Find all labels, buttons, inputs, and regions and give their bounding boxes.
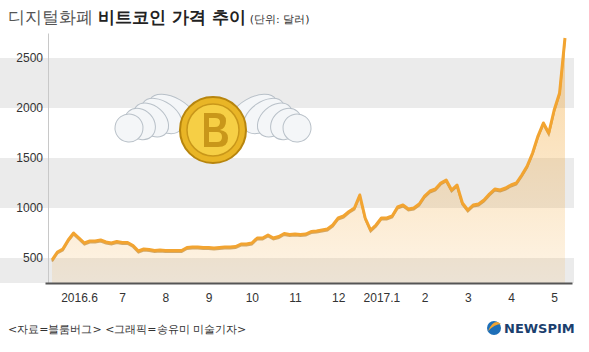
grid-band [0, 33, 574, 58]
x-axis-line [46, 283, 573, 285]
unit-note: (단위: 달러) [250, 13, 310, 26]
grid [0, 33, 574, 283]
x-tick-label: 9 [206, 291, 213, 305]
x-tick-label: 2 [422, 291, 429, 305]
coin-symbol [204, 113, 228, 147]
price-area [52, 38, 565, 283]
x-tick-label: 2016.6 [61, 291, 98, 305]
coin-illustration [109, 87, 316, 163]
x-tick: 8 [163, 283, 170, 305]
y-tick-label: 500 [23, 251, 43, 265]
x-tick-label: 12 [332, 291, 346, 305]
coin-inner [187, 104, 239, 156]
x-tick: 12 [332, 283, 346, 305]
price-line-shadow [52, 40, 565, 262]
x-tick: 5 [551, 283, 558, 305]
x-tick-label: 3 [465, 291, 472, 305]
x-tick-label: 4 [508, 291, 515, 305]
y-tick: 2000 [16, 101, 48, 115]
x-tick-label: 10 [246, 291, 260, 305]
x-tick: 10 [246, 283, 260, 305]
y-tick: 1000 [16, 201, 48, 215]
x-tick: 2016.6 [61, 283, 98, 305]
y-tick-label: 1000 [16, 201, 43, 215]
credit: <그래픽=송유미 미술기자> [105, 323, 246, 336]
chart: 500 1000 1500 2000 2500 2016.6 7 8 9 10 11 12 2017.1… [0, 0, 589, 352]
wing-feather [277, 108, 316, 147]
y-tick: 500 [23, 251, 48, 265]
x-tick-label: 8 [163, 291, 170, 305]
source: <자료=블룸버그> [8, 323, 102, 336]
y-tick-label: 2500 [16, 51, 43, 65]
y-tick-label: 1500 [16, 151, 43, 165]
coin [180, 97, 246, 163]
x-tick: 11 [289, 283, 302, 305]
x-tick-label: 2017.1 [364, 291, 401, 305]
y-axis-line [48, 34, 49, 284]
x-tick: 3 [465, 283, 472, 305]
x-tick: 9 [206, 283, 213, 305]
x-tick: 2017.1 [364, 283, 401, 305]
x-axis: 2016.6 7 8 9 10 11 12 2017.1 2 3 4 5 [46, 283, 573, 305]
x-tick: 4 [508, 283, 515, 305]
x-tick-label: 11 [289, 291, 302, 305]
x-tick-label: 7 [119, 291, 126, 305]
y-tick-label: 2000 [16, 101, 43, 115]
footer: <자료=블룸버그> <그래픽=송유미 미술기자> [8, 323, 246, 336]
wing-feather [109, 108, 148, 147]
logo: NEWSPIM [504, 321, 575, 336]
title: 디지털화폐 비트코인 가격 추이 (단위: 달러) [8, 7, 310, 27]
price-line [52, 38, 565, 260]
grid-band [0, 58, 574, 108]
title-main: 비트코인 가격 추이 [98, 7, 246, 27]
logo-swoosh [488, 322, 501, 331]
y-axis: 500 1000 1500 2000 2500 [16, 34, 48, 284]
y-tick: 2500 [16, 51, 48, 65]
plot-area [52, 38, 565, 283]
x-tick: 7 [119, 283, 126, 305]
supertitle: 디지털화폐 [8, 7, 93, 27]
x-tick-label: 5 [551, 291, 558, 305]
x-tick: 2 [422, 283, 429, 305]
logo-mark [487, 321, 501, 335]
y-tick: 1500 [16, 151, 48, 165]
